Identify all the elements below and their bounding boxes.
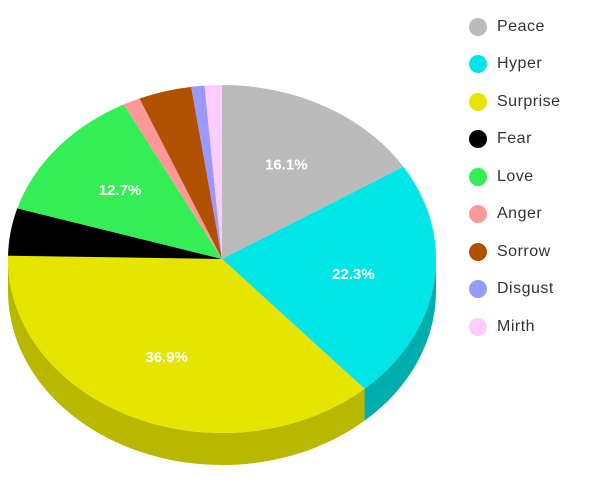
legend: Peace Hyper Surprise Fear Love Anger Sorrow Dis… — [469, 8, 561, 346]
legend-item-sorrow[interactable]: Sorrow — [469, 233, 561, 271]
legend-item-surprise[interactable]: Surprise — [469, 83, 561, 121]
pie-side-surprise — [8, 259, 365, 465]
pie-slice-love[interactable] — [17, 104, 222, 259]
pie-slice-peace[interactable] — [222, 85, 404, 259]
legend-label: Mirth — [497, 317, 536, 335]
legend-swatch-icon — [469, 205, 487, 224]
legend-item-disgust[interactable]: Disgust — [469, 271, 561, 309]
legend-swatch-icon — [469, 280, 487, 299]
legend-swatch-icon — [469, 17, 487, 36]
legend-label: Sorrow — [497, 242, 551, 260]
slice-label-love: 12.7% — [99, 182, 142, 199]
legend-item-fear[interactable]: Fear — [469, 121, 561, 159]
pie-slice-surprise[interactable] — [7, 255, 365, 434]
legend-item-love[interactable]: Love — [469, 158, 561, 196]
pie-slice-fear[interactable] — [8, 208, 223, 259]
slice-label-peace: 16.1% — [265, 157, 308, 174]
legend-label: Love — [497, 167, 534, 185]
legend-swatch-icon — [469, 130, 487, 149]
pie-slice-hyper[interactable] — [222, 166, 436, 389]
legend-swatch-icon — [469, 317, 487, 336]
legend-label: Hyper — [497, 55, 543, 73]
legend-swatch-icon — [469, 242, 487, 261]
legend-label: Anger — [497, 205, 543, 223]
legend-label: Disgust — [497, 280, 554, 298]
legend-swatch-icon — [469, 92, 487, 111]
legend-item-mirth[interactable]: Mirth — [469, 308, 561, 346]
slice-label-surprise: 36.9% — [145, 349, 188, 366]
pie-label-layer: 16.1% 22.3% 36.9% 12.7% — [99, 157, 375, 366]
pie-side-layer — [8, 259, 436, 465]
pie-slice-sorrow[interactable] — [139, 86, 222, 260]
legend-swatch-icon — [469, 55, 487, 74]
pie-side-hyper — [364, 259, 436, 421]
legend-item-peace[interactable]: Peace — [469, 8, 561, 46]
legend-label: Surprise — [497, 92, 561, 110]
pie-slice-mirth[interactable] — [204, 85, 222, 259]
pie-slice-anger[interactable] — [123, 98, 222, 259]
legend-item-hyper[interactable]: Hyper — [469, 46, 561, 84]
legend-label: Fear — [497, 130, 532, 148]
legend-swatch-icon — [469, 167, 487, 186]
pie-slice-disgust[interactable] — [191, 85, 222, 259]
legend-item-anger[interactable]: Anger — [469, 196, 561, 234]
slice-label-hyper: 22.3% — [332, 266, 375, 283]
legend-label: Peace — [497, 17, 545, 35]
pie-top-layer — [7, 85, 436, 434]
